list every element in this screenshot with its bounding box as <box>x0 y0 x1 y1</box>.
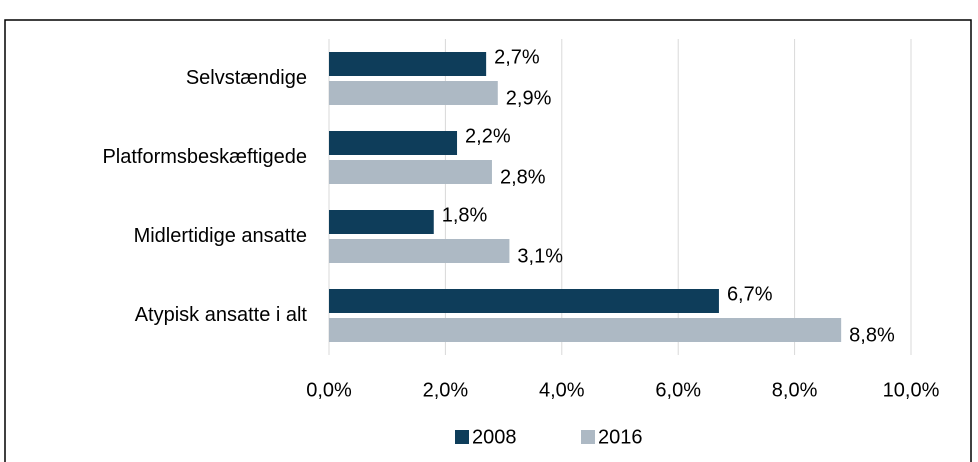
data-label: 1,8% <box>442 204 488 226</box>
bar <box>329 160 492 184</box>
bar <box>329 318 842 342</box>
bar <box>329 131 458 155</box>
x-tick-label: 4,0% <box>539 379 585 401</box>
x-tick-label: 2,0% <box>423 379 469 401</box>
x-tick-label: 0,0% <box>306 379 352 401</box>
x-tick-label: 6,0% <box>655 379 701 401</box>
data-label: 2,8% <box>500 166 546 188</box>
legend-swatch <box>455 430 469 444</box>
data-label: 2,7% <box>494 46 540 68</box>
bar <box>329 289 719 313</box>
data-label: 3,1% <box>517 245 563 267</box>
data-label: 2,9% <box>506 87 552 109</box>
y-tick-label: Selvstændige <box>186 67 307 89</box>
data-label: 8,8% <box>849 324 895 346</box>
x-tick-label: 8,0% <box>772 379 818 401</box>
data-label: 6,7% <box>727 283 773 305</box>
bar <box>329 239 510 263</box>
y-tick-label: Platformsbeskæftigede <box>102 146 307 168</box>
y-tick-label: Atypisk ansatte i alt <box>135 304 308 326</box>
x-tick-label: 10,0% <box>883 379 940 401</box>
bar <box>329 81 498 105</box>
data-label: 2,2% <box>465 125 511 147</box>
legend-label: 2016 <box>598 426 643 448</box>
legend-label: 2008 <box>472 426 517 448</box>
bar <box>329 210 434 234</box>
legend-swatch <box>581 430 595 444</box>
bar <box>329 52 487 76</box>
y-tick-label: Midlertidige ansatte <box>134 225 307 247</box>
